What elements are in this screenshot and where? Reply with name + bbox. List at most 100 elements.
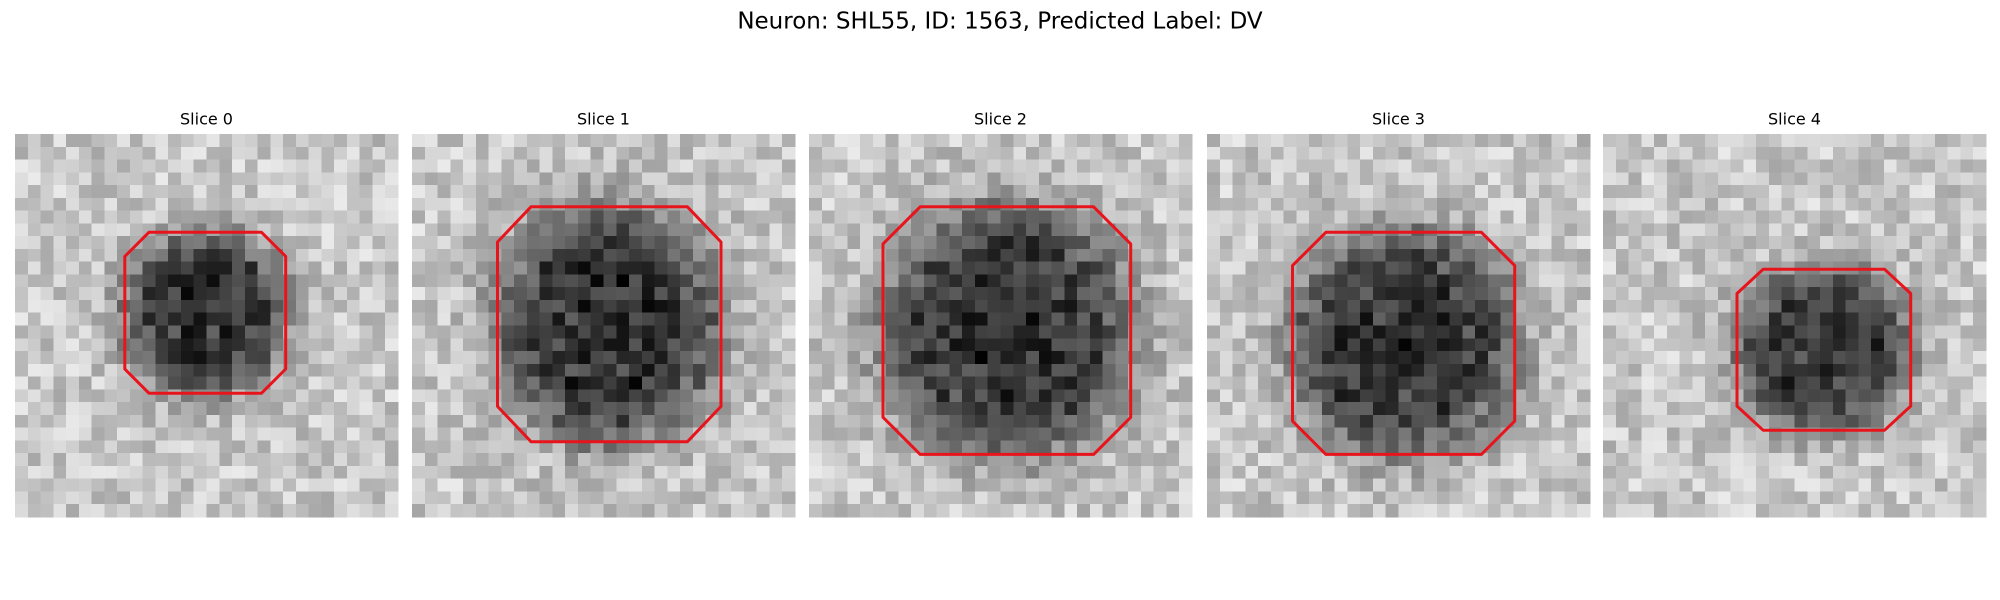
pixel <box>590 325 605 339</box>
pixel <box>962 351 976 365</box>
pixel <box>437 299 451 314</box>
pixel <box>1768 274 1783 288</box>
pixel <box>1115 299 1129 314</box>
pixel <box>552 504 566 518</box>
pixel <box>1641 185 1655 199</box>
pixel <box>1115 274 1129 288</box>
pixel <box>104 185 118 199</box>
pixel <box>53 363 67 378</box>
pixel <box>1462 172 1476 186</box>
pixel <box>1424 325 1438 339</box>
pixel <box>1128 197 1142 212</box>
pixel <box>1000 504 1014 518</box>
pixel <box>359 338 374 352</box>
pixel <box>1603 478 1617 493</box>
pixel <box>898 197 912 212</box>
pixel <box>1807 134 1821 148</box>
pixel <box>193 236 208 250</box>
pixel <box>385 363 399 378</box>
pixel <box>667 491 681 505</box>
pixel <box>53 491 67 505</box>
pixel <box>1013 453 1027 467</box>
pixel <box>1564 414 1578 429</box>
pixel <box>27 299 42 314</box>
pixel <box>321 440 335 454</box>
pixel <box>782 134 796 148</box>
pixel <box>53 261 67 276</box>
pixel <box>667 146 681 161</box>
pixel <box>911 351 925 365</box>
pixel <box>1947 351 1962 365</box>
pixel <box>731 159 745 173</box>
pixel <box>1526 504 1540 518</box>
pixel <box>962 146 976 161</box>
pixel <box>847 376 861 390</box>
pixel <box>1245 351 1259 365</box>
pixel <box>142 427 157 441</box>
pixel <box>718 427 732 441</box>
pixel <box>1807 172 1821 186</box>
pixel <box>809 172 823 186</box>
pixel <box>475 274 490 288</box>
pixel <box>1013 325 1027 339</box>
pixel <box>577 248 592 263</box>
pixel <box>53 465 67 480</box>
pixel <box>155 389 169 403</box>
pixel <box>692 172 707 186</box>
pixel <box>1385 197 1400 212</box>
pixel <box>1051 159 1065 173</box>
pixel <box>1077 504 1091 518</box>
pixel <box>1283 402 1297 416</box>
pixel <box>27 287 42 301</box>
pixel <box>1679 287 1693 301</box>
pixel <box>1436 363 1451 378</box>
pixel <box>1475 299 1489 314</box>
pixel <box>1871 197 1885 212</box>
pixel <box>53 236 67 250</box>
pixel <box>1398 223 1412 237</box>
pixel <box>244 440 259 454</box>
pixel <box>1871 210 1885 224</box>
pixel <box>1909 261 1923 276</box>
pixel <box>1424 351 1438 365</box>
pixel <box>641 478 656 493</box>
pixel <box>283 185 297 199</box>
pixel <box>1756 134 1770 148</box>
pixel <box>412 159 426 173</box>
pixel <box>424 134 439 148</box>
pixel <box>193 223 208 237</box>
pixel <box>1845 351 1859 365</box>
pixel <box>603 325 617 339</box>
pixel <box>1832 363 1847 378</box>
pixel <box>1347 146 1361 161</box>
pixel <box>1051 389 1065 403</box>
pixel <box>1628 478 1642 493</box>
pixel <box>1922 248 1936 263</box>
pixel <box>1385 236 1400 250</box>
pixel <box>372 261 386 276</box>
pixel <box>1679 248 1693 263</box>
pixel <box>27 440 42 454</box>
pixel <box>1360 478 1374 493</box>
pixel <box>1385 248 1400 263</box>
pixel <box>949 223 963 237</box>
pixel <box>117 185 131 199</box>
pixel <box>1909 363 1923 378</box>
pixel <box>1347 197 1361 212</box>
pixel <box>629 351 643 365</box>
pixel <box>1270 159 1285 173</box>
pixel <box>590 440 605 454</box>
pixel <box>346 402 361 416</box>
pixel <box>1960 159 1974 173</box>
pixel <box>206 299 220 314</box>
pixel <box>1947 223 1962 237</box>
pixel <box>424 453 439 467</box>
pixel <box>257 478 271 493</box>
pixel <box>1064 248 1078 263</box>
pixel <box>40 478 54 493</box>
pixel <box>15 504 29 518</box>
pixel <box>91 389 105 403</box>
pixel <box>949 134 963 148</box>
pixel <box>565 325 579 339</box>
pixel <box>1207 197 1221 212</box>
